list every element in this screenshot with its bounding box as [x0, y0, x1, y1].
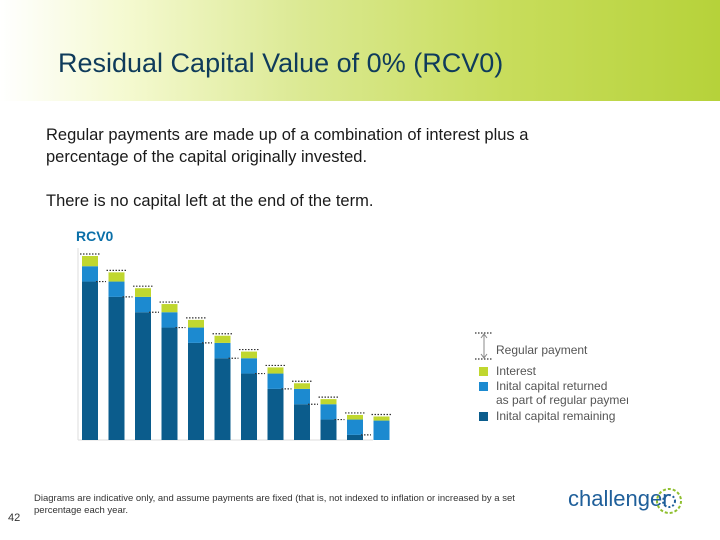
bar-segment-interest-12	[373, 416, 390, 421]
body-paragraph-1: Regular payments are made up of a combin…	[46, 126, 529, 166]
legend-label-1: Interest	[496, 364, 537, 378]
bar-segment-interest-8	[267, 367, 284, 374]
legend-swatch-3	[479, 412, 488, 421]
bar-segment-inital-capital-returned-as-part-of-regular-payment-12	[373, 420, 390, 440]
bar-segment-interest-2	[108, 272, 125, 282]
legend-label-3: Inital capital remaining	[496, 409, 615, 423]
bar-segment-inital-capital-remaining-8	[267, 388, 284, 440]
bar-segment-inital-capital-returned-as-part-of-regular-payment-7	[241, 358, 257, 374]
bar-segment-inital-capital-remaining-11	[347, 434, 363, 440]
legend-label-2: Inital capital returned	[496, 379, 607, 393]
bar-segment-inital-capital-remaining-3	[135, 312, 151, 440]
bar-segment-inital-capital-remaining-6	[214, 358, 231, 440]
bar-segment-inital-capital-remaining-5	[188, 342, 204, 440]
regular-payment-label: Regular payment	[496, 343, 588, 357]
body-paragraph-2: There is no capital left at the end of t…	[46, 192, 374, 210]
chart-title: RCV0	[76, 228, 114, 244]
bar-segment-interest-7	[241, 351, 257, 359]
bar-segment-inital-capital-returned-as-part-of-regular-payment-1	[82, 266, 98, 282]
bar-segment-inital-capital-returned-as-part-of-regular-payment-9	[294, 388, 310, 405]
bar-segment-inital-capital-remaining-7	[241, 373, 257, 440]
bar-segment-inital-capital-remaining-9	[294, 404, 310, 440]
bar-segment-interest-4	[161, 304, 178, 313]
bar-segment-inital-capital-returned-as-part-of-regular-payment-6	[214, 342, 231, 359]
bar-segment-inital-capital-remaining-1	[82, 281, 98, 440]
bar-segment-inital-capital-returned-as-part-of-regular-payment-3	[135, 296, 151, 313]
bar-segment-inital-capital-returned-as-part-of-regular-payment-5	[188, 327, 204, 343]
bar-segment-inital-capital-remaining-10	[320, 419, 337, 440]
payment-bracket-arrow-up	[480, 333, 488, 339]
rcv0-chart: RCV0 Regular payment Interest Inital capit…	[68, 228, 637, 446]
bar-segment-inital-capital-remaining-2	[108, 296, 125, 440]
bar-segment-inital-capital-returned-as-part-of-regular-payment-4	[161, 312, 178, 328]
header-band	[0, 0, 720, 101]
bar-segment-interest-11	[347, 414, 363, 420]
bar-segment-inital-capital-returned-as-part-of-regular-payment-10	[320, 404, 337, 420]
bar-segment-interest-10	[320, 399, 337, 405]
legend-swatch-2	[479, 382, 488, 391]
challenger-logo-text: challenger	[568, 486, 670, 511]
slide-title: Residual Capital Value of 0% (RCV0)	[58, 48, 504, 78]
legend-swatch-1	[479, 367, 488, 376]
bar-segment-inital-capital-returned-as-part-of-regular-payment-8	[267, 373, 284, 389]
challenger-logo-icon	[656, 488, 682, 514]
bar-segment-inital-capital-returned-as-part-of-regular-payment-2	[108, 281, 125, 297]
bar-segment-interest-6	[214, 335, 231, 343]
page-number: 42	[8, 512, 21, 524]
footnote: Diagrams are indicative only, and assume…	[34, 493, 515, 516]
bar-segment-interest-3	[135, 288, 151, 297]
bar-segment-interest-1	[82, 256, 98, 267]
payment-bracket-arrow-down	[480, 353, 488, 359]
legend-label-2: as part of regular payment	[496, 393, 628, 407]
bar-segment-interest-9	[294, 383, 310, 389]
bar-segment-inital-capital-remaining-4	[161, 327, 178, 440]
bar-segment-inital-capital-returned-as-part-of-regular-payment-11	[347, 419, 363, 435]
bar-segment-interest-5	[188, 319, 204, 328]
